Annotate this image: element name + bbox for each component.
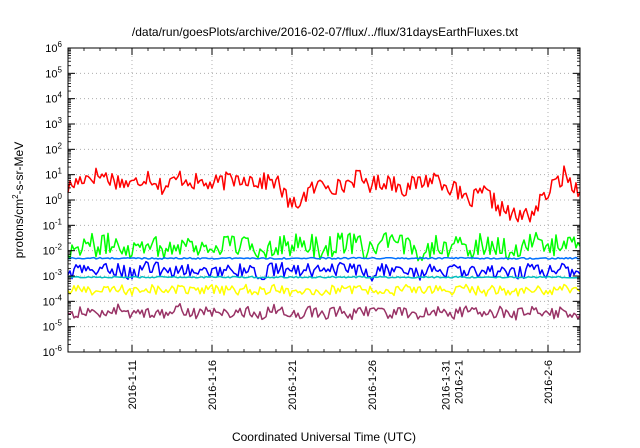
x-tick-label: 2016-2-6 [543,360,555,404]
y-tick-label: 10-5 [43,319,63,334]
y-tick-label: 10-4 [43,293,63,308]
y-tick-label: 103 [45,116,62,131]
y-axis-title-text: protons/cm2-s-sr-MeV [11,142,26,258]
y-tick-label: 104 [45,91,62,106]
x-tick-label: 2016-1-31 [441,360,453,410]
series-line-1 [67,165,581,223]
y-tick-label: 105 [45,65,62,80]
y-tick-label: 10-1 [43,217,63,232]
series-line-5 [67,275,581,279]
x-tick-label: 2016-1-21 [287,360,299,410]
y-tick-label: 101 [45,167,62,182]
grid [68,48,580,352]
series-group [67,165,581,321]
ticks: 10-6 10-5 10-4 10-3 10-2 10-1 100 101 102 103 104 1… [43,40,581,410]
y-tick-label: 106 [45,40,62,55]
x-tick-label: 2016-1-16 [207,360,219,410]
x-axis-title: Coordinated Universal Time (UTC) [232,430,416,444]
x-tick-label: 2016-2-1 [454,360,466,404]
series-line-7 [67,302,581,321]
y-tick-label: 10-2 [43,243,63,258]
series-line-6 [67,283,581,297]
x-tick-label: 2016-1-11 [127,360,139,409]
series-line-2 [67,231,581,262]
y-tick-label: 10-3 [43,268,63,283]
y-axis-title: protons/cm2-s-sr-MeV [11,142,26,258]
chart-title: /data/run/goesPlots/archive/2016-02-07/f… [132,25,519,39]
y-tick-label: 102 [45,141,62,156]
x-tick-label: 2016-1-26 [367,360,379,410]
y-tick-label: 100 [45,192,62,207]
series-line-3 [68,256,581,260]
y-tick-label: 10-6 [43,344,63,359]
